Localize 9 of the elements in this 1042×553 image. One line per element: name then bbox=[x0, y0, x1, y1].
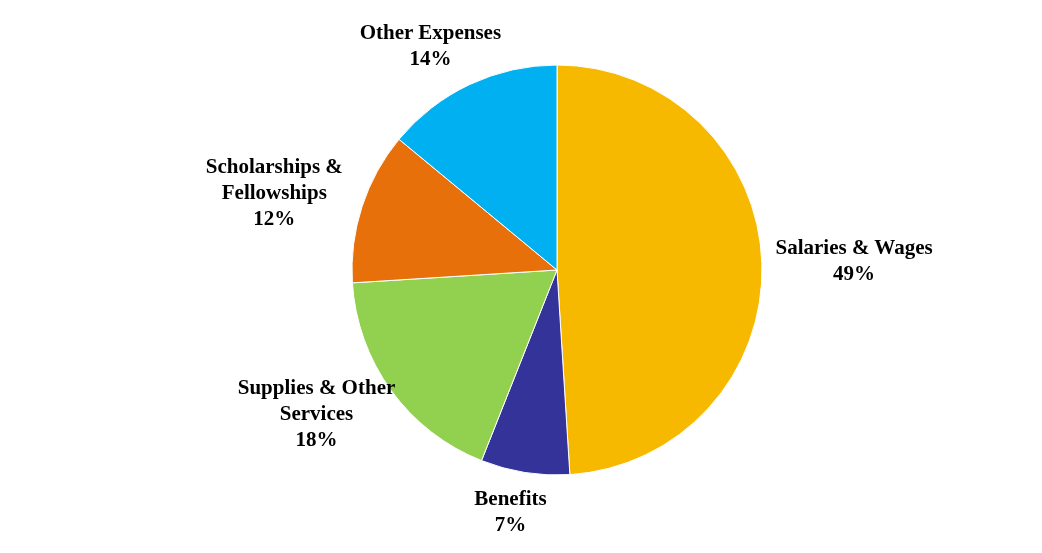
data-label: 7% bbox=[494, 511, 527, 536]
slice-label: Other Expenses bbox=[359, 20, 502, 45]
slice-label: Salaries & Wages bbox=[775, 235, 933, 260]
slice-label: Benefits bbox=[474, 485, 547, 510]
data-label: 14% bbox=[409, 46, 452, 71]
slice-label: Scholarships & Fellowships bbox=[205, 153, 343, 204]
data-label: 18% bbox=[295, 426, 338, 451]
data-label: 49% bbox=[833, 261, 876, 286]
data-label: 12% bbox=[253, 205, 296, 230]
